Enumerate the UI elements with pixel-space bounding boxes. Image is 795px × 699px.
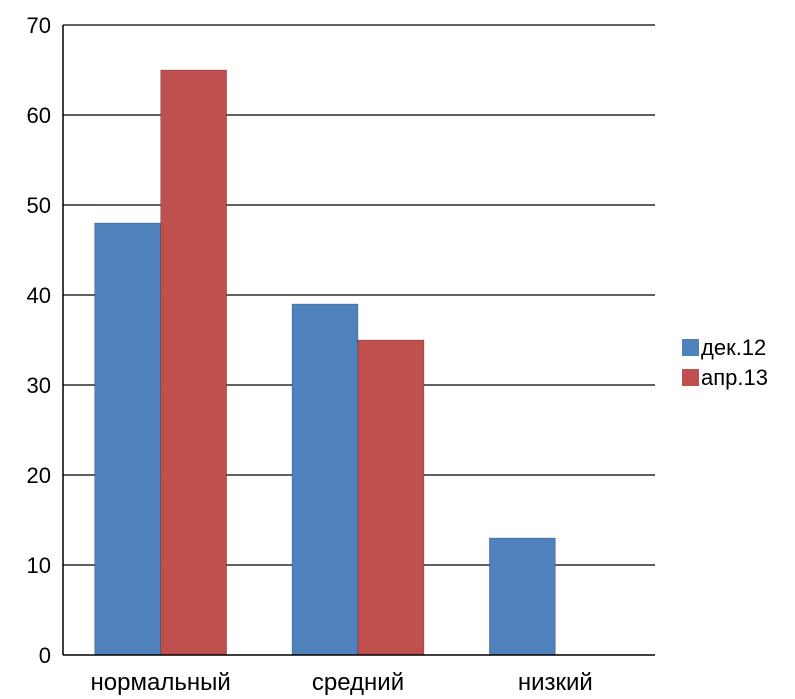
y-tick-label: 10 [27,553,51,578]
bar-series2 [160,69,228,656]
legend: дек.12 апр.13 [682,335,768,390]
y-tick-label: 50 [27,193,51,218]
bar-series1 [94,222,162,656]
y-tick-label: 20 [27,463,51,488]
legend-swatch [682,339,699,356]
y-tick-label: 70 [27,13,51,38]
y-tick-label: 60 [27,103,51,128]
y-tick-labels: 0 10 20 30 40 50 60 70 [27,13,51,668]
legend-swatch [682,369,699,386]
y-tick-label: 40 [27,283,51,308]
legend-label: апр.13 [701,365,768,390]
bar-series2 [357,339,425,656]
bar-series1 [291,303,359,656]
y-tick-label: 30 [27,373,51,398]
bar-series1 [488,537,556,656]
x-category-labels: нормальный средний низкий [91,669,593,696]
x-category-label: низкий [518,669,593,696]
bars-group [94,69,556,656]
legend-label: дек.12 [701,335,766,360]
x-category-label: нормальный [91,669,231,696]
x-category-label: средний [312,669,404,696]
y-tick-label: 0 [39,643,51,668]
